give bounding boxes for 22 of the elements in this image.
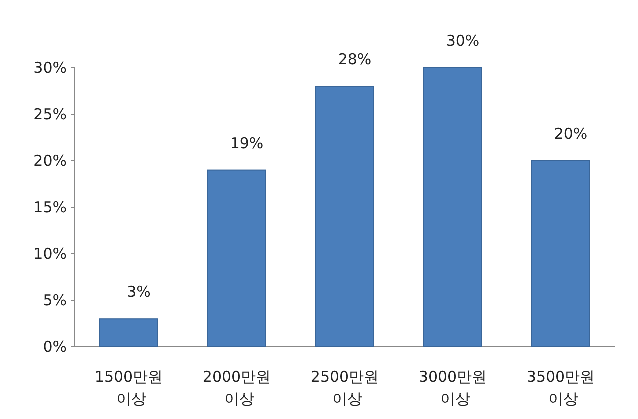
bar xyxy=(208,170,266,348)
x-tick-label: 2500만원 이상 xyxy=(310,368,380,408)
x-tick-label: 3000만원 이상 xyxy=(418,368,488,408)
y-tick-label: 0% xyxy=(43,338,67,356)
y-tick-label: 20% xyxy=(34,152,67,170)
data-label: 30% xyxy=(446,32,480,50)
y-tick-label: 5% xyxy=(43,292,67,310)
bar xyxy=(316,86,374,348)
data-label: 20% xyxy=(554,125,588,143)
x-tick-label: 2000만원 이상 xyxy=(202,368,272,408)
data-label: 3% xyxy=(127,283,151,302)
data-label: 19% xyxy=(230,134,264,152)
data-label: 28% xyxy=(338,50,372,69)
y-tick-label: 10% xyxy=(34,245,67,263)
bar xyxy=(424,68,482,348)
x-tick-label: 1500만원 이상 xyxy=(94,368,164,408)
bar xyxy=(532,160,590,348)
bar xyxy=(100,318,158,348)
y-tick-label: 30% xyxy=(34,59,67,77)
y-tick-label: 25% xyxy=(34,106,67,124)
y-tick-label: 15% xyxy=(34,198,67,216)
x-tick-label: 3500만원 이상 xyxy=(526,368,596,408)
